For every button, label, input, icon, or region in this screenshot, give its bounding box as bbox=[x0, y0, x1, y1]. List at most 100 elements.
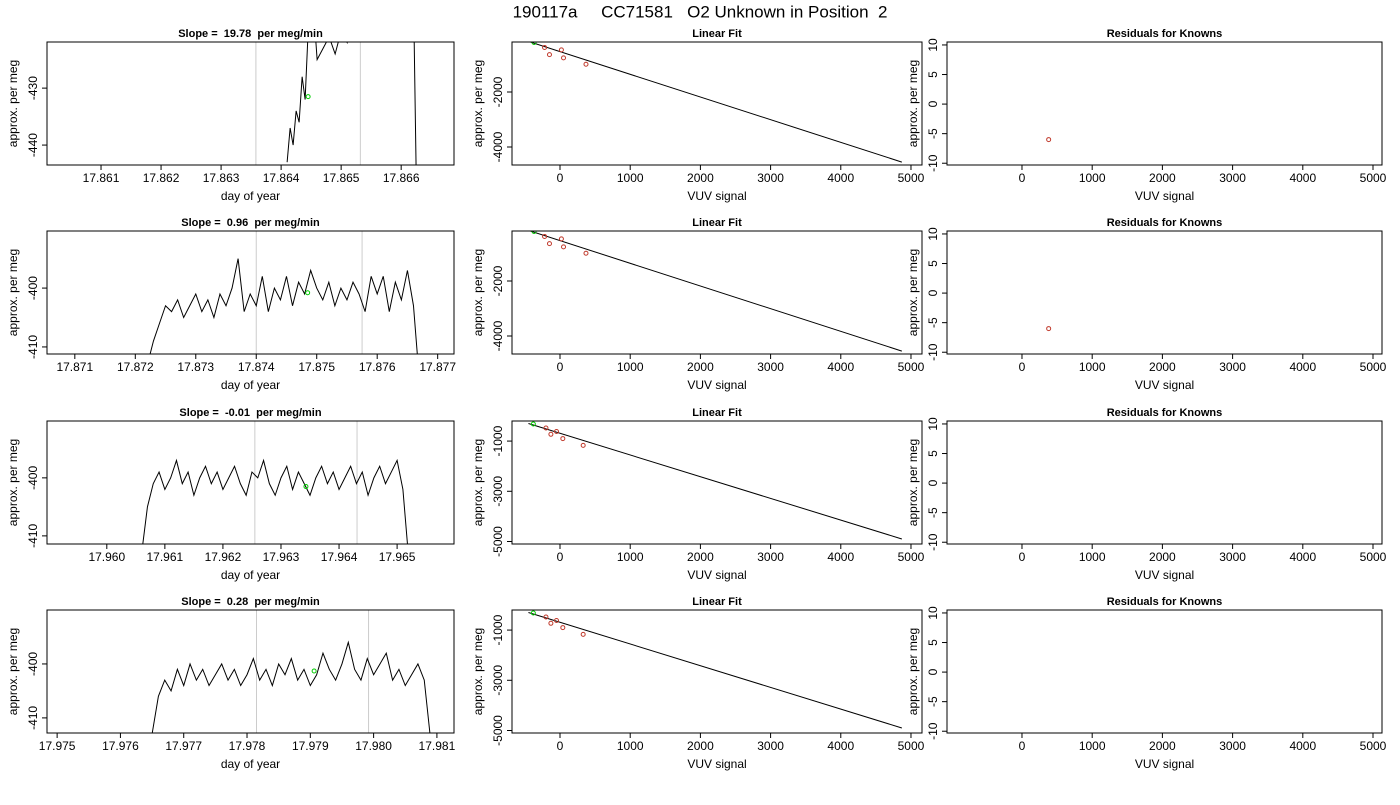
x-tick-label: 0 bbox=[557, 171, 564, 185]
data-point bbox=[542, 233, 548, 239]
y-axis-label: approx. per meg bbox=[6, 249, 20, 336]
y-tick-label: -10 bbox=[926, 722, 940, 740]
plot-area bbox=[151, 610, 431, 733]
data-line bbox=[528, 423, 902, 540]
plot-frame bbox=[511, 609, 923, 734]
x-tick-label: 4000 bbox=[827, 360, 854, 374]
panel: Linear Fit VUV signal approx. per meg 0 1000… bbox=[471, 217, 924, 392]
data-point bbox=[583, 61, 589, 67]
x-tick-label: 17.861 bbox=[83, 171, 120, 185]
y-axis-label: approx. per meg bbox=[471, 249, 485, 336]
x-tick-label: 3000 bbox=[757, 550, 784, 564]
panel-title: Residuals for Knowns bbox=[1107, 28, 1223, 40]
x-tick-label: 5000 bbox=[1360, 739, 1387, 753]
x-tick-label: 5000 bbox=[1360, 360, 1387, 374]
plot-area bbox=[149, 231, 418, 354]
panel-title: Slope = 0.28 per meg/min bbox=[181, 596, 320, 608]
x-tick-label: 17.965 bbox=[379, 550, 416, 564]
y-tick-label: 0 bbox=[926, 289, 940, 296]
y-axis-label: approx. per meg bbox=[906, 439, 920, 526]
x-tick-label: 3000 bbox=[1219, 360, 1246, 374]
y-tick-label: 10 bbox=[926, 227, 940, 241]
x-tick-label: 2000 bbox=[1149, 739, 1176, 753]
x-tick-label: 17.872 bbox=[117, 360, 154, 374]
panel: Linear Fit VUV signal approx. per meg 0 1000… bbox=[471, 407, 924, 582]
data-line bbox=[151, 640, 431, 733]
plot-frame bbox=[946, 41, 1383, 166]
panel: Residuals for Knowns VUV signal approx. pe… bbox=[906, 28, 1387, 203]
plot-area bbox=[528, 610, 902, 729]
y-tick-label: -400 bbox=[26, 652, 40, 676]
y-tick-label: -10 bbox=[926, 533, 940, 551]
x-tick-label: 1000 bbox=[617, 171, 644, 185]
y-axis-label: approx. per meg bbox=[6, 439, 20, 526]
data-point bbox=[530, 421, 536, 427]
x-tick-label: 0 bbox=[557, 739, 564, 753]
x-tick-label: 17.873 bbox=[177, 360, 214, 374]
plot-frame bbox=[946, 609, 1383, 734]
panel-title: Residuals for Knowns bbox=[1107, 407, 1223, 419]
panel-title: Linear Fit bbox=[692, 407, 742, 419]
plot-frame bbox=[46, 230, 455, 355]
x-tick-label: 17.979 bbox=[292, 739, 329, 753]
x-tick-label: 3000 bbox=[757, 360, 784, 374]
plot-frame bbox=[511, 230, 923, 355]
y-axis-label: approx. per meg bbox=[6, 60, 20, 147]
x-axis-label: VUV signal bbox=[1135, 568, 1194, 582]
data-point bbox=[305, 290, 311, 296]
y-tick-label: -10 bbox=[926, 343, 940, 361]
x-tick-label: 5000 bbox=[1360, 171, 1387, 185]
x-tick-label: 17.863 bbox=[203, 171, 240, 185]
panel: Slope = 0.28 per meg/min day of year appro… bbox=[6, 596, 455, 771]
x-tick-label: 0 bbox=[1019, 550, 1026, 564]
x-tick-label: 17.976 bbox=[102, 739, 139, 753]
x-axis-label: VUV signal bbox=[687, 378, 746, 392]
y-tick-label: 0 bbox=[926, 100, 940, 107]
y-tick-label: -5 bbox=[926, 128, 940, 139]
y-tick-label: 10 bbox=[926, 417, 940, 431]
x-tick-label: 3000 bbox=[1219, 171, 1246, 185]
x-tick-label: 0 bbox=[1019, 739, 1026, 753]
plot-area bbox=[528, 421, 902, 540]
panel-title: Slope = 19.78 per meg/min bbox=[178, 28, 323, 40]
plot-area bbox=[1046, 137, 1052, 143]
x-tick-label: 1000 bbox=[1079, 171, 1106, 185]
y-tick-label: -2000 bbox=[491, 265, 505, 296]
panel-title: Linear Fit bbox=[692, 596, 742, 608]
x-axis-label: day of year bbox=[221, 189, 280, 203]
data-point bbox=[1046, 137, 1052, 143]
y-tick-label: -400 bbox=[26, 276, 40, 300]
panel: Slope = 0.96 per meg/min day of year appro… bbox=[6, 217, 456, 392]
data-point bbox=[580, 631, 586, 637]
x-tick-label: 1000 bbox=[1079, 360, 1106, 374]
x-tick-label: 5000 bbox=[898, 360, 925, 374]
x-tick-label: 17.874 bbox=[238, 360, 275, 374]
y-tick-label: -10 bbox=[926, 154, 940, 172]
panel: Slope = -0.01 per meg/min day of year appr… bbox=[6, 407, 455, 582]
y-axis-label: approx. per meg bbox=[906, 628, 920, 715]
x-tick-label: 2000 bbox=[1149, 360, 1176, 374]
x-tick-label: 1000 bbox=[617, 550, 644, 564]
data-point bbox=[548, 431, 554, 437]
panel: Residuals for Knowns VUV signal approx. pe… bbox=[906, 596, 1387, 771]
panel: Slope = 19.78 per meg/min day of year appr… bbox=[6, 28, 455, 203]
y-tick-label: -400 bbox=[26, 466, 40, 490]
x-axis-label: day of year bbox=[221, 757, 280, 771]
x-tick-label: 3000 bbox=[757, 739, 784, 753]
panel: Residuals for Knowns VUV signal approx. pe… bbox=[906, 217, 1387, 392]
y-tick-label: 10 bbox=[926, 606, 940, 620]
plot-frame bbox=[46, 41, 455, 166]
data-line bbox=[286, 42, 417, 165]
panel-title: Linear Fit bbox=[692, 28, 742, 40]
data-point bbox=[558, 236, 564, 242]
data-point bbox=[1046, 326, 1052, 332]
y-axis-label: approx. per meg bbox=[906, 60, 920, 147]
x-tick-label: 3000 bbox=[757, 171, 784, 185]
data-point bbox=[580, 442, 586, 448]
x-tick-label: 17.964 bbox=[321, 550, 358, 564]
data-line bbox=[149, 258, 418, 354]
x-tick-label: 3000 bbox=[1219, 739, 1246, 753]
x-tick-label: 17.862 bbox=[143, 171, 180, 185]
x-tick-label: 17.877 bbox=[419, 360, 456, 374]
